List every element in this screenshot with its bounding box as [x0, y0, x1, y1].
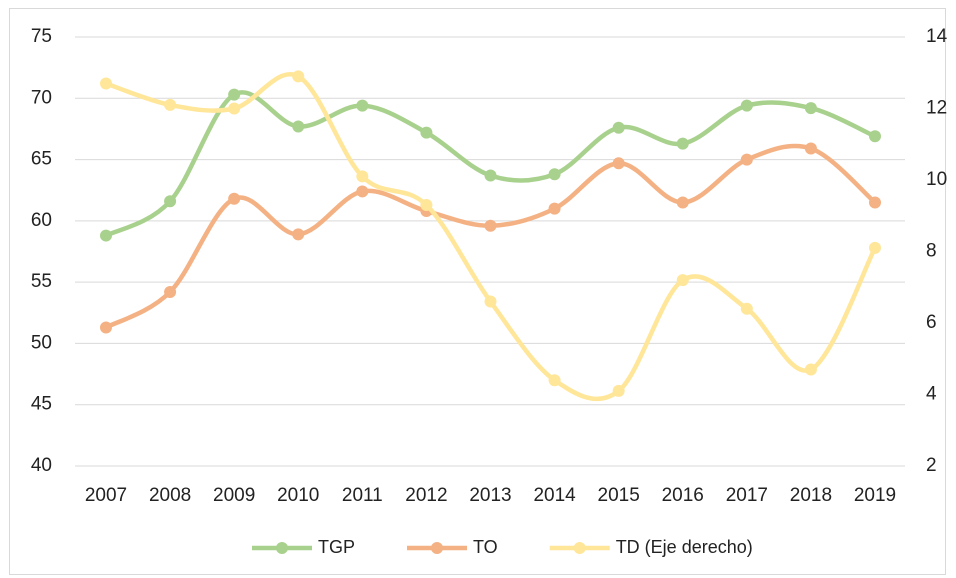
y2-tick-label: 14 — [926, 26, 948, 47]
y2-tick-label: 12 — [926, 98, 947, 119]
y-tick-label: 70 — [31, 87, 52, 108]
data-point — [164, 285, 177, 298]
data-point — [484, 169, 497, 182]
data-point — [548, 374, 561, 387]
x-tick-label: 2011 — [342, 485, 383, 506]
data-point — [869, 196, 881, 209]
data-point — [228, 192, 241, 205]
series-line — [103, 72, 878, 402]
data-point — [228, 88, 241, 101]
data-point — [612, 384, 625, 397]
data-point — [292, 120, 305, 133]
legend-marker — [573, 542, 586, 554]
y2-tick-label: 2 — [926, 455, 937, 476]
x-tick-label: 2015 — [598, 485, 640, 506]
legend-label: TD (Eje derecho) — [616, 537, 753, 557]
data-point — [548, 168, 561, 181]
y-tick-label: 60 — [31, 210, 52, 231]
chart-border — [9, 8, 946, 575]
data-point — [100, 77, 112, 90]
y-tick-label: 75 — [31, 26, 52, 47]
data-point — [548, 202, 561, 215]
data-point — [804, 142, 817, 155]
data-point — [612, 157, 625, 170]
series-line — [103, 90, 878, 238]
data-point — [740, 302, 753, 315]
x-tick-label: 2019 — [854, 485, 896, 506]
y-tick-label: 65 — [31, 149, 52, 170]
legend-marker — [431, 542, 444, 554]
x-tick-label: 2017 — [726, 485, 768, 506]
data-point — [420, 126, 433, 139]
data-point — [100, 321, 112, 334]
x-tick-label: 2013 — [469, 485, 511, 506]
data-point — [164, 195, 177, 208]
grid: 40 45 50 55 60 65 70 75 2 4 6 8 10 12 14 2007 2008 2009 20… — [31, 26, 948, 506]
data-point — [676, 274, 689, 287]
legend-label: TGP — [318, 537, 355, 557]
data-point — [612, 121, 625, 134]
x-tick-label: 2018 — [790, 485, 832, 506]
x-tick-label: 2012 — [405, 485, 447, 506]
data-point — [676, 196, 689, 209]
data-point — [740, 99, 753, 112]
x-tick-label: 2010 — [277, 485, 319, 506]
x-tick-label: 2016 — [662, 485, 704, 506]
data-point — [356, 99, 369, 112]
data-point — [740, 153, 753, 166]
y2-tick-label: 4 — [926, 384, 937, 405]
y2-tick-label: 6 — [926, 312, 937, 333]
data-point — [292, 70, 305, 83]
legend: TGP TO TD (Eje derecho) — [252, 537, 753, 557]
data-point — [100, 229, 112, 242]
data-point — [804, 102, 817, 115]
data-point — [484, 219, 497, 232]
y2-tick-label: 10 — [926, 169, 947, 190]
data-point — [356, 185, 369, 198]
data-point — [484, 295, 497, 308]
y-tick-label: 40 — [31, 455, 52, 476]
data-point — [869, 241, 881, 254]
data-point — [676, 137, 689, 150]
data-point — [420, 199, 433, 212]
data-point — [228, 102, 241, 115]
data-point — [164, 98, 177, 111]
y-tick-label: 55 — [31, 271, 52, 292]
y-tick-label: 50 — [31, 332, 52, 353]
x-tick-label: 2007 — [85, 485, 127, 506]
y2-tick-label: 8 — [926, 241, 937, 262]
data-point — [869, 130, 881, 143]
data-point — [356, 170, 369, 183]
data-point — [292, 228, 305, 241]
plot — [100, 70, 881, 402]
x-tick-label: 2009 — [213, 485, 255, 506]
legend-label: TO — [473, 537, 498, 557]
x-tick-label: 2008 — [149, 485, 191, 506]
x-tick-label: 2014 — [533, 485, 576, 506]
y-tick-label: 45 — [31, 394, 52, 415]
data-point — [804, 363, 817, 376]
legend-marker — [276, 542, 288, 554]
